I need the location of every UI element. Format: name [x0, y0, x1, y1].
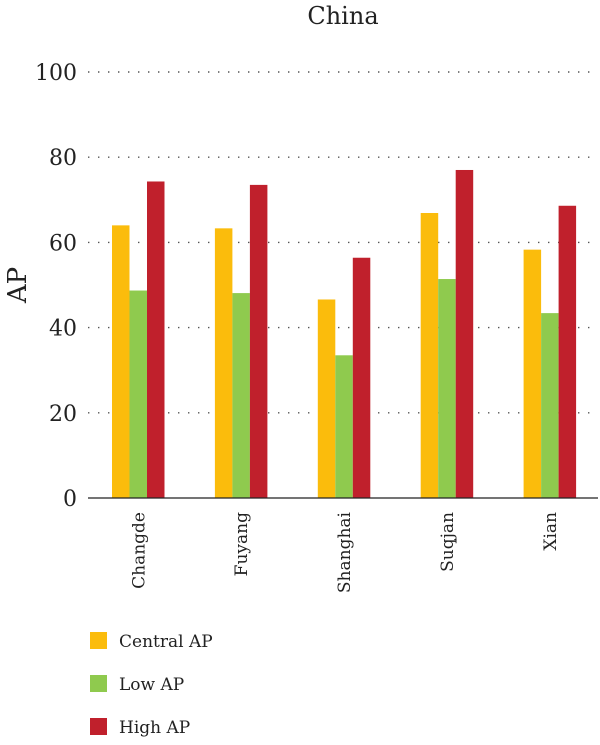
y-tick-label: 0 [63, 487, 77, 512]
bar-central-ap [420, 213, 439, 499]
x-tick-label: Shanghai [335, 511, 355, 593]
bar-low-ap [335, 355, 353, 498]
x-tick-label: Xian [541, 512, 561, 551]
legend: Central AP Low AP High AP [90, 632, 213, 738]
y-tick-label: 80 [49, 146, 77, 171]
y-axis-label: AP [3, 267, 33, 304]
bar-high-ap [558, 205, 577, 498]
legend-label: Central AP [119, 632, 213, 652]
y-tick-label: 60 [49, 231, 77, 256]
legend-swatch [90, 675, 107, 692]
y-tick-label: 100 [35, 61, 77, 86]
bar-high-ap [147, 181, 165, 498]
legend-swatch [90, 632, 107, 649]
bar-high-ap [249, 184, 268, 498]
y-tick-label: 40 [49, 317, 77, 342]
bar-central-ap [112, 225, 130, 499]
legend-swatch [90, 718, 107, 735]
x-tick-label: Changde [129, 512, 149, 589]
legend-label: Low AP [119, 675, 184, 695]
x-tick-label: Suqjan [438, 512, 458, 572]
bar-low-ap [541, 313, 559, 498]
x-tick-labels: Changde Fuyang Shanghai Suqjan Xian [129, 511, 561, 593]
legend-label: High AP [119, 718, 190, 738]
bar-high-ap [455, 169, 474, 499]
bar-central-ap [317, 299, 336, 498]
y-tick-label: 20 [49, 402, 77, 427]
bar-low-ap [438, 279, 456, 498]
y-tick-labels: 0 20 40 60 80 100 [35, 61, 77, 512]
bar-low-ap [232, 293, 250, 498]
bar-central-ap [214, 228, 233, 499]
bar-high-ap [352, 257, 371, 498]
bar-central-ap [523, 249, 542, 498]
bars [112, 169, 577, 499]
x-tick-label: Fuyang [232, 512, 252, 576]
bar-low-ap [129, 290, 147, 498]
chart-title: China [307, 2, 378, 30]
